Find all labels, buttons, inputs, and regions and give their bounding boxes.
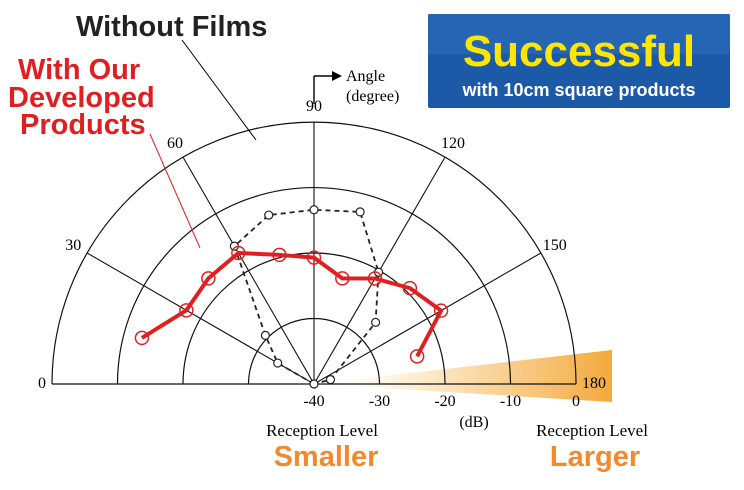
with-products-callout-line-3: Products xyxy=(20,109,146,141)
smaller-label: Smaller xyxy=(274,441,379,473)
angle-tick-label-0: 0 xyxy=(38,375,46,392)
point-with-products-15 xyxy=(134,330,150,346)
point-with-products-105 xyxy=(335,271,350,286)
angle-spoke-150 xyxy=(313,252,542,385)
radial-tick-label--40: -40 xyxy=(303,393,324,410)
point-without-films-45 xyxy=(260,330,270,340)
polar-grid xyxy=(51,121,577,385)
radial-tick-label--20: -20 xyxy=(434,393,455,410)
radial-tick-label--30: -30 xyxy=(369,393,390,410)
angle-tick-label-120: 120 xyxy=(441,135,465,152)
with-products-callout-line-1: With Our xyxy=(18,54,140,86)
point-without-films-105 xyxy=(355,207,365,217)
without-films-callout: Without Films xyxy=(76,11,267,43)
point-with-products-30 xyxy=(179,303,194,318)
db-unit-label: (dB) xyxy=(459,414,488,431)
with-products-callout-line-2: Developed xyxy=(8,82,155,114)
angle-tick-label-60: 60 xyxy=(167,135,183,152)
larger-label: Larger xyxy=(550,441,640,473)
angle-tick-label-30: 30 xyxy=(65,237,81,254)
radial-tick-label-0: 0 xyxy=(572,393,580,410)
series-line-with-products xyxy=(140,250,444,358)
point-with-products-120 xyxy=(367,271,383,286)
reception-level-right: Reception Level xyxy=(536,421,648,440)
angle-tick-label-150: 150 xyxy=(543,237,567,254)
point-with-products-165 xyxy=(409,349,425,364)
radial-tick-label--10: -10 xyxy=(500,393,521,410)
with-products-leader xyxy=(149,133,201,249)
point-with-products-60 xyxy=(231,245,246,261)
tick-label-layer: 0 30 60 90 120 150 180 -40 -30 -20 -10 0 xyxy=(38,98,606,410)
banner-title: Successful xyxy=(463,27,695,76)
point-with-products-45 xyxy=(201,271,216,286)
point-with-products-90 xyxy=(306,250,322,265)
origin-marker xyxy=(309,379,319,389)
angle-spoke-60 xyxy=(182,156,315,385)
series-layer xyxy=(134,205,449,389)
banner-subtitle: with 10cm square products xyxy=(461,80,695,100)
larger-gradient-wedge xyxy=(314,350,612,402)
point-with-products-75 xyxy=(272,247,287,263)
angle-unit-label: (degree) xyxy=(346,88,399,105)
point-without-films-90 xyxy=(309,205,319,215)
point-with-products-150 xyxy=(433,303,449,318)
success-banner-shine xyxy=(428,14,730,54)
reception-level-left: Reception Level xyxy=(266,421,378,440)
without-films-leader xyxy=(181,39,257,141)
series-line-without-films xyxy=(233,208,380,385)
angle-tick-label-180: 180 xyxy=(582,375,606,392)
point-with-products-135 xyxy=(402,280,418,296)
point-without-films-165 xyxy=(325,374,336,385)
angle-arrow-head xyxy=(332,71,342,81)
angle-label: Angle xyxy=(346,68,385,85)
angle-tick-label-90: 90 xyxy=(306,98,322,115)
point-without-films-135 xyxy=(370,317,381,328)
point-without-films-30 xyxy=(273,358,283,368)
point-without-films-75 xyxy=(264,210,274,220)
